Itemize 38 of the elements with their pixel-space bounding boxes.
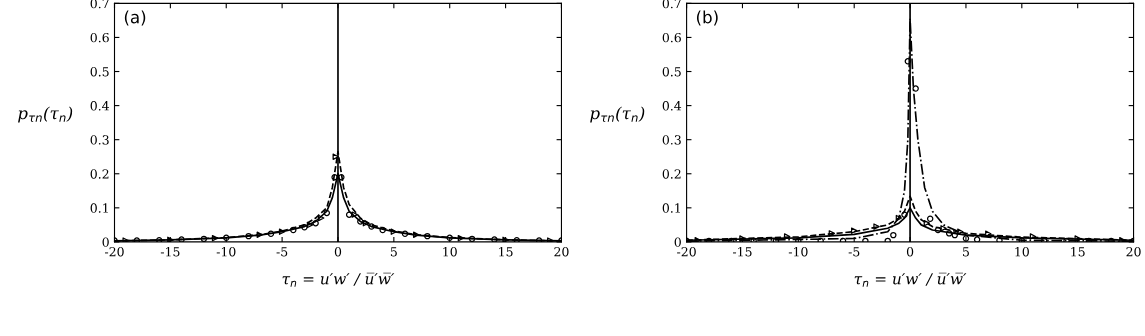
y-tick-label: 0.6 xyxy=(90,32,109,43)
x-tick-label: -15 xyxy=(732,247,752,257)
x-tick-label: 10 xyxy=(443,247,457,257)
annotation: (a) xyxy=(124,10,146,26)
x-tick-label: 20 xyxy=(1126,247,1141,257)
y-tick-label: 0 xyxy=(102,237,109,247)
x-tick-label: 10 xyxy=(1015,247,1029,257)
y-tick-label: 0.2 xyxy=(90,169,109,179)
y-axis-title: p$_{τn}$(τ$_{n}$) xyxy=(590,106,645,123)
y-tick-label: 0.1 xyxy=(90,203,108,213)
x-tick-label: 5 xyxy=(963,247,969,257)
y-tick-label: 0.5 xyxy=(662,66,681,77)
y-tick-label: 0.3 xyxy=(90,135,109,145)
x-tick-label: -15 xyxy=(160,247,180,257)
annotation: (b) xyxy=(696,10,718,26)
y-tick-label: 0.3 xyxy=(662,135,681,145)
x-tick-label: -20 xyxy=(104,247,124,257)
x-tick-label: -10 xyxy=(216,247,236,257)
x-tick-label: 0 xyxy=(906,247,914,257)
x-tick-label: 20 xyxy=(554,247,569,257)
x-tick-label: -5 xyxy=(848,247,860,257)
x-tick-label: 5 xyxy=(390,247,397,257)
y-tick-label: 0.5 xyxy=(90,66,109,77)
x-tick-label: -20 xyxy=(677,247,696,257)
x-tick-label: 15 xyxy=(499,247,513,257)
y-axis-title: p$_{τn}$(τ$_{n}$) xyxy=(18,106,73,123)
x-tick-label: -10 xyxy=(788,247,808,257)
x-tick-label: 15 xyxy=(1071,247,1085,257)
y-tick-label: 0.4 xyxy=(90,101,110,111)
x-tick-label: -5 xyxy=(276,247,288,257)
y-tick-label: 0.1 xyxy=(662,203,680,213)
x-axis-title: τ$_{n}$ = u′w′ / u̅′w̅′ xyxy=(282,272,395,287)
y-tick-label: 0.6 xyxy=(662,32,681,43)
y-tick-label: 0.4 xyxy=(662,101,682,111)
x-axis-title: τ$_{n}$ = u′w′ / u̅′w̅′ xyxy=(854,272,967,287)
y-tick-label: 0 xyxy=(674,237,681,247)
y-tick-label: 0.2 xyxy=(662,169,681,179)
x-tick-label: 0 xyxy=(334,247,342,257)
